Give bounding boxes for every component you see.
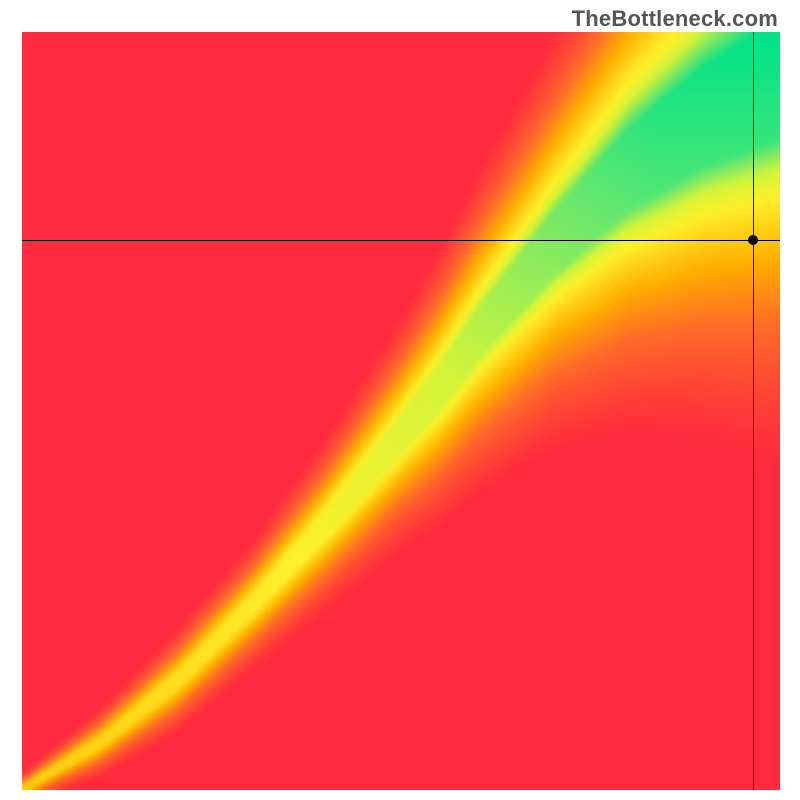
- crosshair-horizontal: [22, 240, 780, 241]
- chart-container: TheBottleneck.com: [0, 0, 800, 800]
- watermark-text: TheBottleneck.com: [572, 6, 778, 32]
- heatmap-plot: [22, 32, 780, 790]
- marker-dot: [748, 235, 758, 245]
- heatmap-canvas: [22, 32, 780, 790]
- crosshair-vertical: [753, 32, 754, 790]
